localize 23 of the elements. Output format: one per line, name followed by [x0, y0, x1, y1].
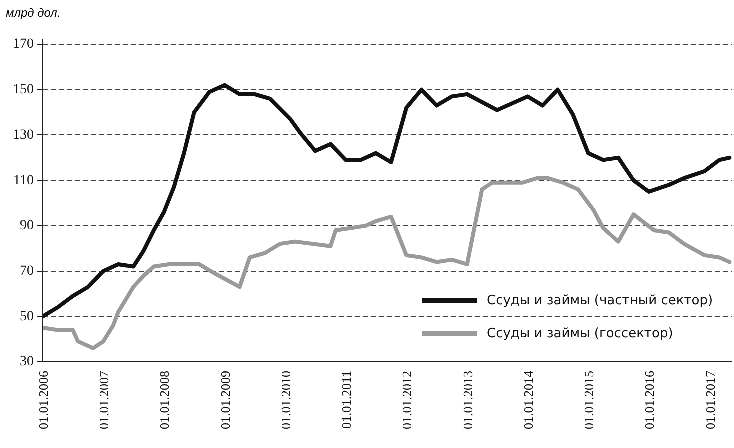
- x-tick-label: 01.01.2014: [520, 370, 536, 430]
- legend-label: Ссуды и займы (госсектор): [487, 326, 674, 342]
- y-tick-label: 50: [20, 309, 34, 324]
- y-tick-label: 170: [13, 37, 34, 52]
- legend-label: Ссуды и займы (частный сектор): [487, 293, 714, 308]
- y-tick-label: 130: [13, 128, 34, 143]
- y-tick-label: 150: [13, 82, 34, 98]
- x-tick-label: 01.01.2012: [400, 371, 415, 430]
- y-tick-label: 110: [14, 173, 34, 188]
- x-tick-label: 01.01.2017: [702, 370, 718, 430]
- x-tick-label: 01.01.2013: [460, 371, 476, 430]
- y-tick-label: 30: [20, 354, 34, 370]
- y-tick-label: 90: [20, 218, 34, 234]
- x-tick-label: 01.01.2016: [642, 370, 658, 430]
- x-tick-label: 01.01.2010: [278, 371, 294, 430]
- x-tick-label: 01.01.2006: [36, 370, 51, 430]
- y-tick-label: 70: [20, 264, 34, 279]
- y-axis-title: млрд дол.: [6, 6, 61, 20]
- x-tick-label: 01.01.2008: [157, 371, 172, 430]
- x-tick-label: 01.01.2015: [581, 371, 596, 430]
- x-tick-label: 01.01.2009: [218, 371, 233, 430]
- x-tick-label: 01.01.2007: [96, 370, 112, 430]
- x-tick-label: 01.01.2011: [339, 371, 354, 430]
